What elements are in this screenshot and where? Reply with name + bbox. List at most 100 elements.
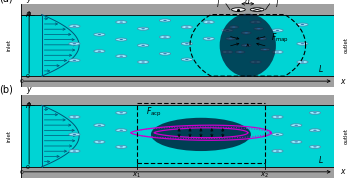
Text: $x$: $x$ [340, 77, 347, 86]
Circle shape [116, 38, 127, 41]
Bar [21, 167, 334, 178]
Text: (a): (a) [0, 0, 13, 4]
Text: (b): (b) [0, 84, 13, 94]
Circle shape [116, 55, 127, 58]
Circle shape [120, 130, 123, 131]
Circle shape [241, 32, 251, 34]
Circle shape [185, 43, 189, 44]
Circle shape [297, 42, 308, 45]
Circle shape [245, 45, 248, 46]
Circle shape [181, 26, 192, 29]
Circle shape [226, 37, 236, 40]
Text: $x_1$: $x_1$ [132, 170, 141, 180]
Circle shape [254, 61, 257, 63]
Circle shape [241, 44, 251, 47]
Circle shape [276, 52, 279, 53]
Circle shape [137, 60, 149, 64]
Circle shape [159, 36, 171, 39]
Circle shape [98, 141, 101, 142]
Circle shape [185, 27, 189, 28]
Bar [21, 4, 334, 15]
Text: outlet: outlet [344, 37, 349, 53]
Text: $H$: $H$ [25, 101, 32, 110]
Circle shape [309, 111, 321, 114]
Circle shape [185, 59, 189, 60]
Circle shape [257, 37, 267, 40]
Circle shape [159, 19, 171, 22]
Circle shape [301, 24, 304, 25]
Circle shape [120, 112, 123, 113]
Circle shape [207, 38, 211, 39]
Circle shape [116, 145, 127, 148]
Circle shape [263, 49, 267, 50]
Circle shape [297, 60, 308, 64]
Circle shape [260, 38, 263, 39]
Circle shape [116, 129, 127, 132]
Ellipse shape [151, 118, 251, 151]
Circle shape [98, 51, 101, 52]
Circle shape [94, 124, 105, 127]
Circle shape [69, 59, 80, 62]
Circle shape [120, 56, 123, 57]
Circle shape [276, 134, 279, 135]
Circle shape [235, 51, 245, 53]
Text: $0$: $0$ [18, 77, 24, 85]
Text: outlet: outlet [344, 128, 349, 144]
Circle shape [297, 23, 308, 26]
Circle shape [116, 21, 127, 24]
Text: inlet: inlet [6, 39, 11, 51]
Circle shape [309, 145, 321, 148]
Circle shape [254, 27, 264, 30]
Circle shape [272, 133, 283, 136]
Circle shape [73, 26, 76, 27]
Bar [21, 15, 334, 76]
Circle shape [301, 43, 304, 44]
Circle shape [120, 39, 123, 40]
Circle shape [163, 53, 167, 54]
Circle shape [226, 52, 229, 53]
Circle shape [69, 149, 80, 153]
Bar [21, 105, 334, 167]
Circle shape [120, 146, 123, 147]
Circle shape [73, 151, 76, 152]
Circle shape [98, 125, 101, 126]
Bar [21, 94, 334, 105]
Circle shape [313, 146, 317, 147]
Circle shape [98, 34, 101, 35]
Text: inlet: inlet [6, 130, 11, 142]
Circle shape [272, 50, 283, 53]
Circle shape [294, 141, 298, 142]
Circle shape [159, 52, 171, 55]
Circle shape [231, 8, 245, 11]
Text: $0$: $0$ [18, 168, 24, 176]
Circle shape [229, 38, 232, 39]
Circle shape [250, 21, 261, 24]
Circle shape [73, 60, 76, 61]
Text: $l$: $l$ [275, 0, 279, 9]
Circle shape [73, 116, 76, 117]
Text: $y$: $y$ [26, 0, 33, 5]
Circle shape [250, 60, 261, 64]
Circle shape [137, 44, 149, 47]
Circle shape [276, 116, 279, 117]
Circle shape [226, 30, 229, 31]
Circle shape [313, 112, 317, 113]
Circle shape [257, 28, 260, 29]
Text: $0$: $0$ [26, 163, 31, 171]
Text: $x$: $x$ [340, 167, 347, 176]
Ellipse shape [220, 14, 276, 77]
Circle shape [313, 130, 317, 131]
Circle shape [309, 129, 321, 132]
Circle shape [301, 61, 304, 63]
Circle shape [291, 124, 302, 127]
Circle shape [276, 30, 279, 31]
Circle shape [137, 27, 149, 30]
Bar [21, 76, 334, 87]
Circle shape [181, 58, 192, 61]
Circle shape [272, 149, 283, 153]
Circle shape [203, 37, 214, 40]
Circle shape [73, 134, 76, 135]
Circle shape [141, 45, 145, 46]
Circle shape [222, 50, 233, 53]
Text: $F_{\rm acp}$: $F_{\rm acp}$ [146, 106, 162, 119]
